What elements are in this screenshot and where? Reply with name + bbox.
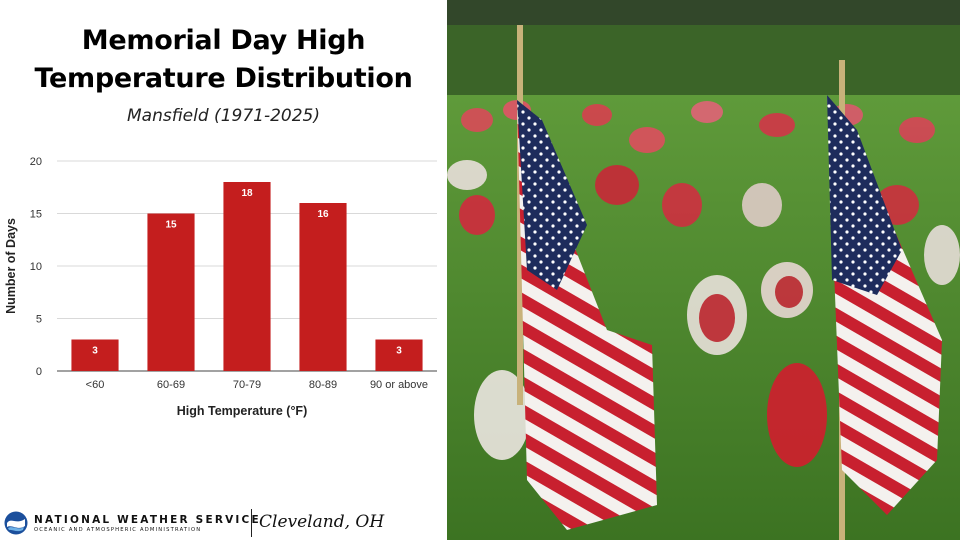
- x-tick-label: 70-79: [233, 379, 261, 391]
- x-axis-title: High Temperature (°F): [177, 404, 307, 418]
- bar: [223, 182, 271, 371]
- bar: [375, 339, 423, 371]
- noaa-logo-icon: [4, 511, 28, 535]
- data-label: 16: [317, 209, 329, 220]
- data-label: 18: [241, 188, 253, 199]
- bar: [147, 213, 195, 371]
- footer-divider: [251, 509, 252, 537]
- chart-panel: Memorial Day High Temperature Distributi…: [0, 0, 447, 540]
- data-label: 15: [165, 220, 177, 231]
- footer: NATIONAL WEATHER SERVICE OCEANIC AND ATM…: [0, 505, 447, 540]
- x-tick-label: 60-69: [157, 379, 185, 391]
- page-title: Memorial Day High Temperature Distributi…: [0, 22, 447, 98]
- x-tick-label: 90 or above: [370, 379, 428, 391]
- bar-chart: 0 5 10 15 20 3 <60 15 60-69 18 70-79 16 80-89 3 90 or …: [4, 156, 437, 418]
- y-tick-label: 5: [36, 314, 42, 326]
- y-tick-label: 0: [36, 366, 42, 378]
- agency-subtitle: OCEANIC AND ATMOSPHERIC ADMINISTRATION: [34, 527, 202, 533]
- bar: [299, 203, 347, 371]
- x-tick-label: <60: [86, 379, 105, 391]
- data-label: 3: [92, 346, 98, 357]
- page-subtitle: Mansfield (1971-2025): [126, 106, 320, 126]
- agency-name: NATIONAL WEATHER SERVICE: [34, 514, 261, 526]
- y-tick-label: 10: [30, 261, 42, 273]
- bar: [71, 339, 119, 371]
- y-tick-label: 15: [30, 209, 42, 221]
- y-axis-title: Number of Days: [4, 218, 18, 314]
- title-line-1: Memorial Day High: [81, 25, 366, 56]
- x-tick-label: 80-89: [309, 379, 337, 391]
- title-line-2: Temperature Distribution: [34, 63, 413, 94]
- office-name: Cleveland, OH: [259, 512, 385, 532]
- y-tick-label: 20: [30, 156, 42, 168]
- memorial-flags-photo: [447, 0, 960, 540]
- data-label: 3: [396, 346, 402, 357]
